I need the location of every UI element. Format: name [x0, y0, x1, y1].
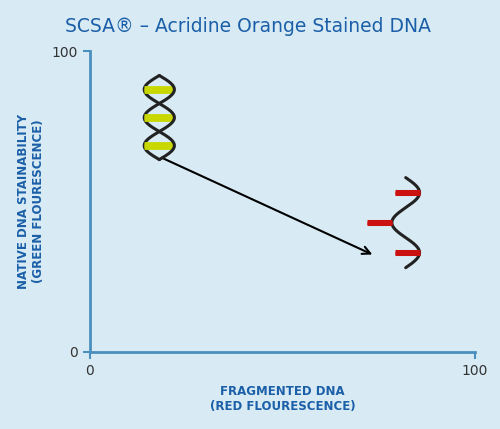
Y-axis label: NATIVE DNA STAINABILITY
(GREEN FLOURESCENCE): NATIVE DNA STAINABILITY (GREEN FLOURESCE…: [17, 114, 45, 289]
Text: SCSA® – Acridine Orange Stained DNA: SCSA® – Acridine Orange Stained DNA: [65, 17, 431, 36]
X-axis label: FRAGMENTED DNA
(RED FLOURESCENCE): FRAGMENTED DNA (RED FLOURESCENCE): [210, 384, 356, 413]
